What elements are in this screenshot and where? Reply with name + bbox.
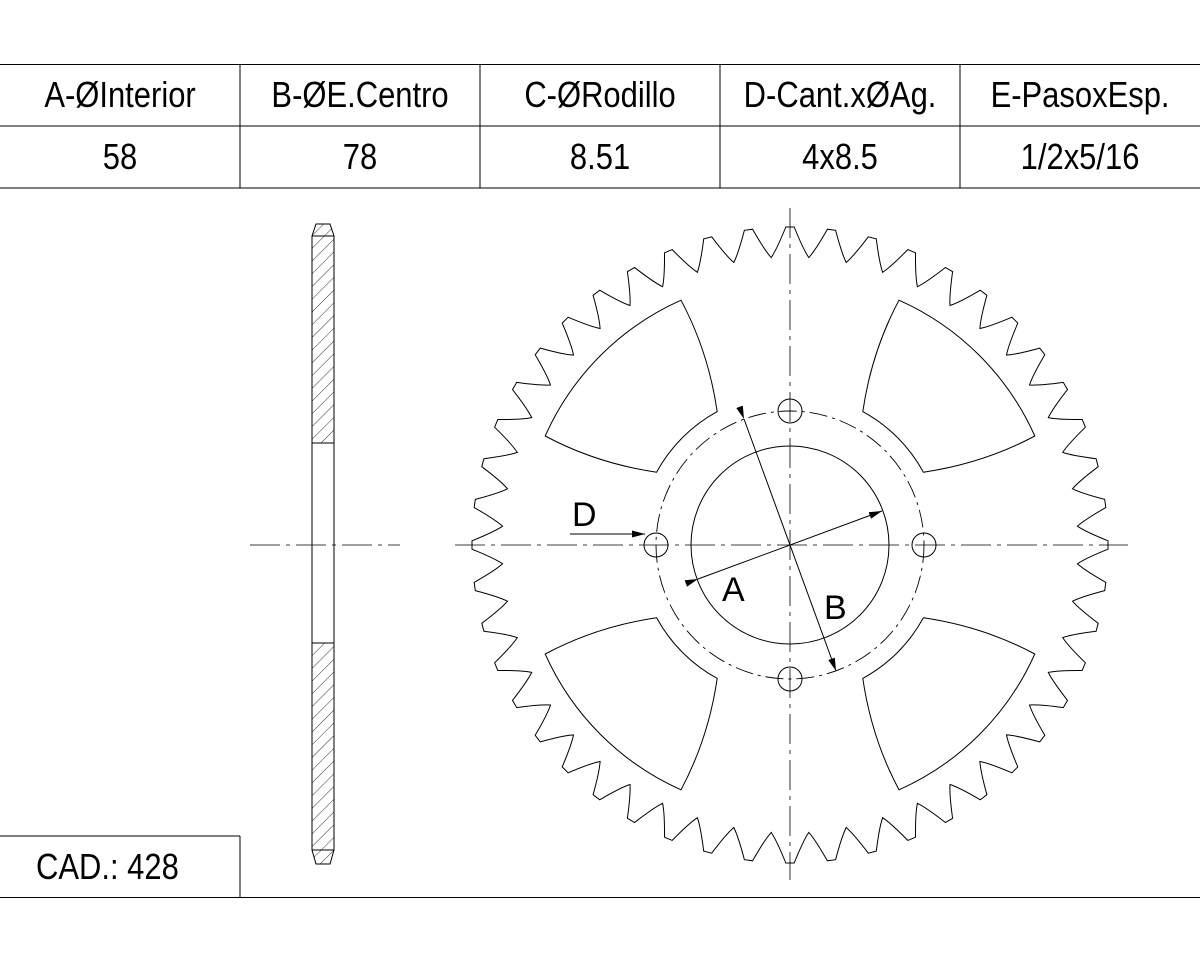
value-pitch-thickness: 1/2x5/16 xyxy=(1020,136,1140,177)
drawing-frame xyxy=(0,64,1200,898)
cad-label: CAD.: 428 xyxy=(36,846,179,887)
header-pitch-thickness: E-PasoxEsp. xyxy=(990,74,1170,115)
value-roller-diameter: 8.51 xyxy=(569,136,631,177)
value-holes: 4x8.5 xyxy=(802,136,878,177)
value-interior-diameter: 58 xyxy=(102,136,138,177)
header-holes: D-Cant.xØAg. xyxy=(743,74,937,115)
header-interior-diameter: A-ØInterior xyxy=(44,74,196,115)
value-center-diameter: 78 xyxy=(342,136,378,177)
header-roller-diameter: C-ØRodillo xyxy=(524,74,676,115)
header-center-diameter: B-ØE.Centro xyxy=(271,74,449,115)
